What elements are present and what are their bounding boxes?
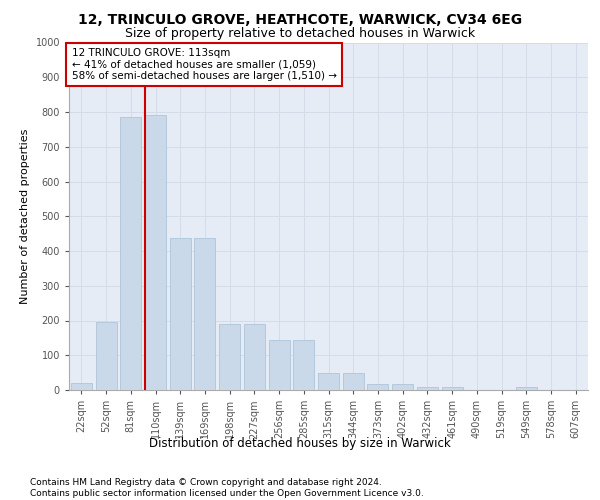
Bar: [516, 386, 537, 390]
Bar: [71, 383, 92, 390]
Text: 12 TRINCULO GROVE: 113sqm
← 41% of detached houses are smaller (1,059)
58% of se: 12 TRINCULO GROVE: 113sqm ← 41% of detac…: [71, 48, 337, 81]
Text: Distribution of detached houses by size in Warwick: Distribution of detached houses by size …: [149, 438, 451, 450]
Text: Contains HM Land Registry data © Crown copyright and database right 2024.
Contai: Contains HM Land Registry data © Crown c…: [30, 478, 424, 498]
Bar: [318, 372, 339, 390]
Bar: [145, 116, 166, 390]
Bar: [244, 324, 265, 390]
Bar: [219, 324, 240, 390]
Bar: [343, 372, 364, 390]
Bar: [120, 117, 141, 390]
Bar: [95, 322, 116, 390]
Bar: [417, 386, 438, 390]
Y-axis label: Number of detached properties: Number of detached properties: [20, 128, 30, 304]
Bar: [442, 386, 463, 390]
Bar: [293, 340, 314, 390]
Bar: [194, 238, 215, 390]
Text: 12, TRINCULO GROVE, HEATHCOTE, WARWICK, CV34 6EG: 12, TRINCULO GROVE, HEATHCOTE, WARWICK, …: [78, 12, 522, 26]
Bar: [269, 340, 290, 390]
Text: Size of property relative to detached houses in Warwick: Size of property relative to detached ho…: [125, 28, 475, 40]
Bar: [392, 384, 413, 390]
Bar: [170, 238, 191, 390]
Bar: [367, 384, 388, 390]
